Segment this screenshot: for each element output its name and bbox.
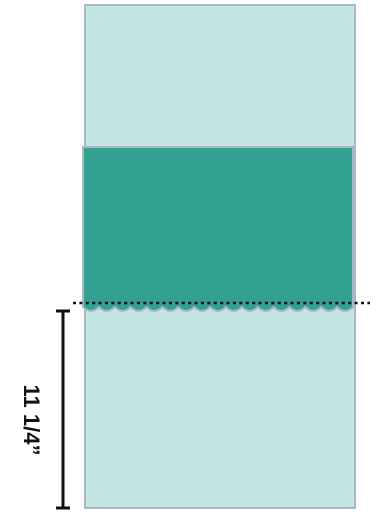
dimension-bracket xyxy=(56,309,70,510)
folded-band xyxy=(82,146,354,312)
dimension-label: 11 1/4” xyxy=(19,385,44,456)
folded-band-shape xyxy=(82,146,354,312)
